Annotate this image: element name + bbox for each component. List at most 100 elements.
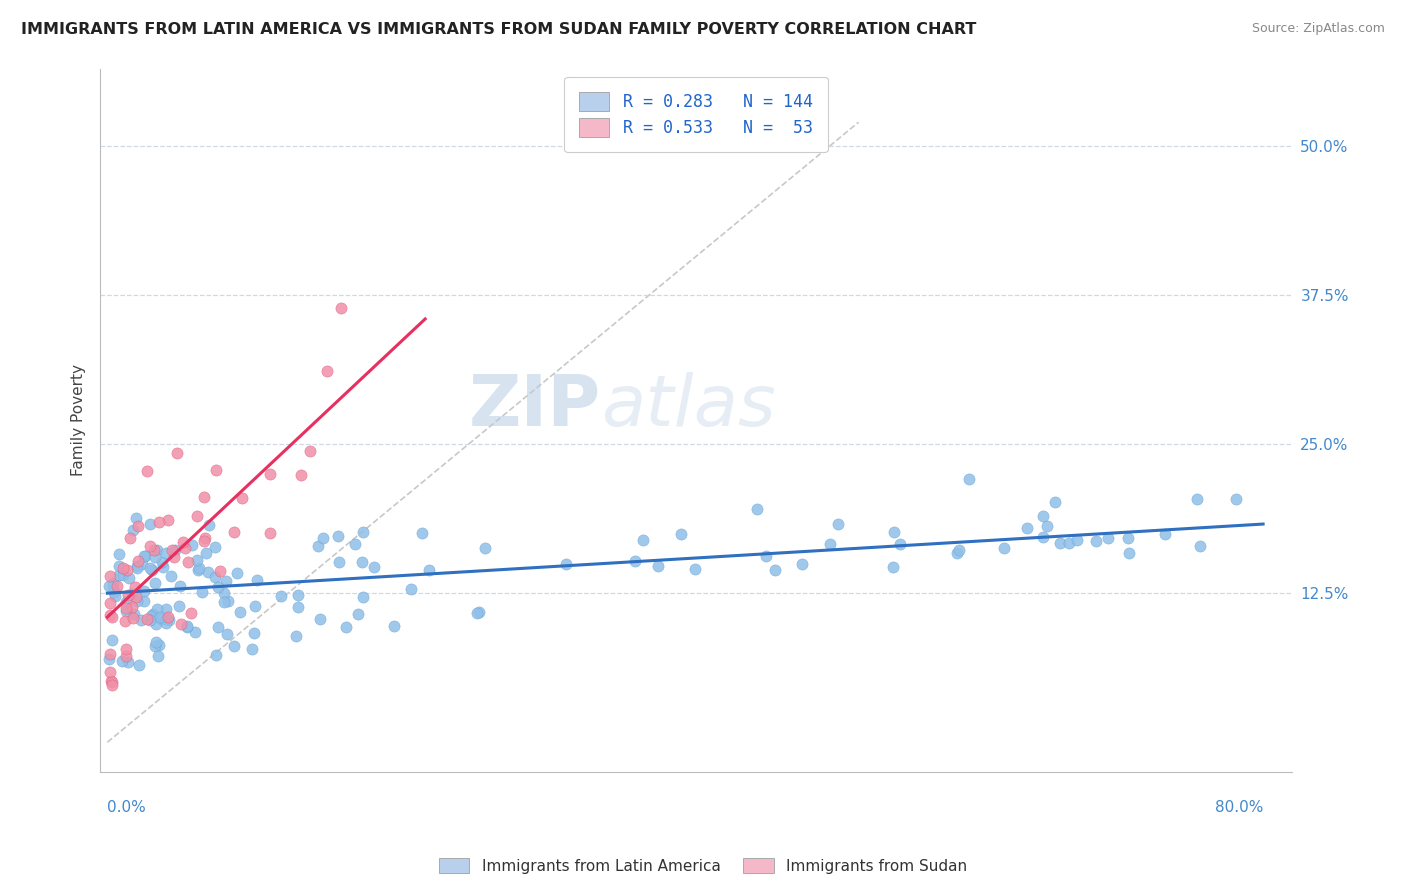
Point — [100, 610, 122, 624]
Point — [138, 517, 160, 532]
Point — [155, 612, 177, 626]
Point — [100, 674, 122, 689]
Legend: R = 0.283   N = 144, R = 0.533   N =  53: R = 0.283 N = 144, R = 0.533 N = 53 — [564, 77, 828, 152]
Point — [231, 491, 253, 505]
Point — [145, 616, 167, 631]
Point — [193, 534, 215, 549]
Point — [186, 509, 208, 524]
Point — [173, 541, 195, 556]
Point — [131, 557, 153, 571]
Point — [181, 538, 204, 552]
Point — [155, 616, 177, 631]
Point — [745, 501, 768, 516]
Point — [624, 554, 647, 568]
Point — [176, 620, 198, 634]
Point — [146, 649, 169, 664]
Point — [205, 463, 228, 477]
Point — [205, 648, 228, 662]
Text: IMMIGRANTS FROM LATIN AMERICA VS IMMIGRANTS FROM SUDAN FAMILY POVERTY CORRELATIO: IMMIGRANTS FROM LATIN AMERICA VS IMMIGRA… — [21, 22, 976, 37]
Point — [125, 560, 148, 574]
Point — [1049, 536, 1071, 550]
Point — [193, 491, 215, 505]
Point — [818, 536, 841, 550]
Point — [307, 539, 329, 553]
Point — [957, 472, 980, 486]
Point — [270, 589, 292, 603]
Point — [290, 467, 312, 482]
Point — [111, 654, 134, 668]
Point — [882, 559, 904, 574]
Point — [169, 579, 191, 593]
Point — [215, 627, 238, 641]
Point — [105, 579, 128, 593]
Point — [98, 647, 121, 661]
Point — [1118, 546, 1140, 560]
Point — [125, 510, 148, 524]
Point — [215, 574, 238, 588]
Point — [243, 599, 266, 613]
Point — [115, 641, 138, 656]
Point — [180, 607, 202, 621]
Point — [132, 549, 155, 563]
Point — [167, 599, 190, 613]
Point — [209, 564, 232, 578]
Point — [98, 569, 121, 583]
Point — [194, 546, 217, 560]
Point — [242, 626, 264, 640]
Point — [468, 605, 491, 619]
Point — [204, 570, 226, 584]
Point — [1017, 521, 1039, 535]
Point — [315, 363, 337, 377]
Point — [1032, 529, 1054, 543]
Point — [207, 620, 229, 634]
Text: 0.0%: 0.0% — [107, 800, 146, 815]
Point — [155, 546, 177, 560]
Point — [1036, 519, 1059, 533]
Point — [117, 655, 139, 669]
Point — [125, 591, 148, 605]
Point — [240, 641, 263, 656]
Point — [330, 301, 353, 316]
Point — [134, 549, 156, 564]
Point — [170, 617, 193, 632]
Point — [631, 533, 654, 547]
Point — [755, 549, 778, 563]
Point — [101, 674, 124, 689]
Point — [104, 589, 127, 603]
Point — [121, 599, 143, 614]
Text: 80.0%: 80.0% — [1215, 800, 1263, 815]
Point — [145, 542, 167, 557]
Point — [792, 557, 814, 571]
Point — [160, 542, 183, 557]
Point — [1153, 526, 1175, 541]
Point — [141, 563, 163, 577]
Point — [1032, 508, 1054, 523]
Point — [114, 601, 136, 615]
Point — [129, 613, 152, 627]
Point — [157, 613, 180, 627]
Point — [194, 532, 217, 546]
Point — [124, 607, 146, 621]
Point — [128, 657, 150, 672]
Point — [107, 559, 129, 574]
Point — [97, 579, 120, 593]
Y-axis label: Family Poverty: Family Poverty — [72, 364, 86, 476]
Point — [114, 648, 136, 663]
Point — [284, 628, 307, 642]
Point — [246, 573, 269, 587]
Point — [222, 639, 245, 653]
Point — [335, 620, 357, 634]
Point — [197, 566, 219, 580]
Point — [124, 580, 146, 594]
Point — [411, 526, 433, 541]
Point — [217, 594, 239, 608]
Point — [1084, 533, 1107, 548]
Legend: Immigrants from Latin America, Immigrants from Sudan: Immigrants from Latin America, Immigrant… — [433, 852, 973, 880]
Point — [98, 665, 121, 679]
Point — [139, 539, 162, 553]
Point — [149, 610, 172, 624]
Point — [100, 633, 122, 648]
Point — [103, 585, 125, 599]
Point — [134, 594, 156, 608]
Point — [142, 543, 165, 558]
